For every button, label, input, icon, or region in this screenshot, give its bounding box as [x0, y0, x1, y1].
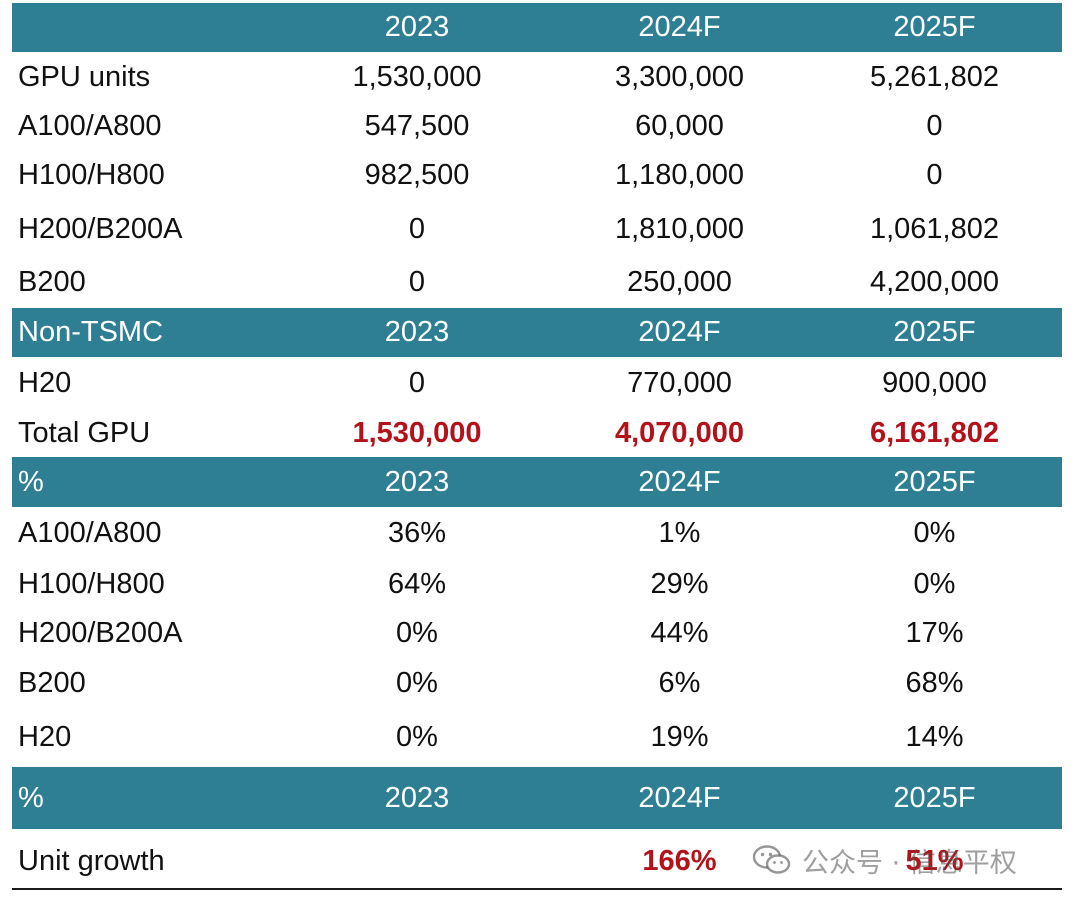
header-row-gpu-units: 2023 2024F 2025F — [12, 3, 1062, 52]
table-row: B200 0 250,000 4,200,000 — [12, 256, 1062, 308]
header-2024f: 2024F — [638, 11, 721, 43]
value-2024f: 44% — [650, 616, 709, 649]
total-2023: 1,530,000 — [352, 417, 482, 449]
row-label: H100/H800 — [18, 159, 165, 191]
table-row: A100/A800 36% 1% 0% — [12, 507, 1062, 560]
value-2024f: 60,000 — [635, 109, 724, 142]
value-2024f: 770,000 — [627, 367, 732, 399]
total-gpu-row: Total GPU 1,530,000 4,070,000 6,161,802 — [12, 410, 1062, 457]
table-row: H20 0% 19% 14% — [12, 708, 1062, 767]
header-2024f: 2024F — [638, 465, 721, 498]
table-row: H100/H800 982,500 1,180,000 0 — [12, 149, 1062, 202]
total-2025f: 6,161,802 — [869, 417, 999, 449]
value-2025f: 14% — [905, 721, 964, 753]
header-label: % — [18, 465, 44, 498]
value-2025f: 0% — [913, 517, 956, 549]
value-2025f: 68% — [905, 666, 964, 699]
header-label: Non-TSMC — [18, 316, 164, 348]
value-2023: 0% — [396, 616, 438, 649]
table-bottom-rule — [12, 888, 1062, 890]
value-2023: 982,500 — [364, 159, 470, 191]
value-2024f: 29% — [650, 567, 709, 600]
table-row: H20 0 770,000 900,000 — [12, 357, 1062, 410]
header-2023: 2023 — [384, 465, 450, 498]
value-2024f: 6% — [658, 666, 701, 699]
value-2025f: 0% — [913, 567, 956, 600]
value-2023: 547,500 — [364, 109, 470, 142]
value-2023: 1,530,000 — [352, 61, 482, 93]
table-row: H100/H800 64% 29% 0% — [12, 560, 1062, 608]
row-label: H100/H800 — [18, 567, 165, 600]
gpu-shipments-table: 2023 2024F 2025F GPU units 1,530,000 3,3… — [12, 3, 1062, 894]
header-2023: 2023 — [384, 11, 450, 43]
header-2024f: 2024F — [638, 781, 721, 814]
header-2023: 2023 — [384, 316, 450, 348]
row-label: Total GPU — [18, 417, 151, 449]
row-label: B200 — [18, 666, 86, 699]
row-label: H200/B200A — [18, 212, 183, 245]
row-label: B200 — [18, 265, 86, 298]
table-row: H200/B200A 0 1,810,000 1,061,802 — [12, 202, 1062, 256]
row-label: H20 — [18, 721, 72, 753]
table-row: B200 0% 6% 68% — [12, 658, 1062, 708]
table-row: A100/A800 547,500 60,000 0 — [12, 103, 1062, 149]
value-2023: 0 — [408, 367, 426, 399]
row-label: Unit growth — [18, 845, 165, 877]
row-label: H200/B200A — [18, 616, 183, 649]
value-2023: 0 — [408, 265, 426, 298]
value-2024f: 1,180,000 — [614, 159, 744, 191]
header-2025f: 2025F — [893, 781, 976, 814]
unit-growth-row: Unit growth 166% 51% — [12, 829, 1062, 894]
value-2024f: 1% — [658, 517, 701, 549]
value-2025f: 0 — [926, 159, 943, 191]
header-2025f: 2025F — [893, 11, 976, 43]
total-2024f: 4,070,000 — [614, 417, 744, 449]
value-2025f: 5,261,802 — [869, 61, 999, 93]
header-2024f: 2024F — [638, 316, 721, 348]
wechat-icon — [752, 845, 791, 874]
table-row: GPU units 1,530,000 3,300,000 5,261,802 — [12, 52, 1062, 103]
table-row: H200/B200A 0% 44% 17% — [12, 608, 1062, 658]
value-2025f: 900,000 — [882, 367, 987, 399]
value-2025f: 1,061,802 — [869, 212, 999, 245]
header-row-share-percent: % 2023 2024F 2025F — [12, 457, 1062, 507]
growth-2024f: 166% — [642, 845, 717, 877]
row-label: A100/A800 — [18, 109, 162, 142]
row-label: H20 — [18, 367, 72, 399]
row-label: GPU units — [18, 61, 151, 93]
header-2025f: 2025F — [893, 465, 976, 498]
value-2024f: 1,810,000 — [614, 212, 744, 245]
header-row-growth-percent: % 2023 2024F 2025F — [12, 767, 1062, 829]
value-2023: 0 — [408, 212, 426, 245]
header-2023: 2023 — [384, 781, 450, 814]
value-2024f: 19% — [650, 721, 709, 753]
growth-2025f: 51% — [905, 845, 964, 877]
header-2025f: 2025F — [893, 316, 976, 348]
value-2024f: 250,000 — [627, 265, 732, 298]
value-2025f: 17% — [905, 616, 964, 649]
value-2025f: 4,200,000 — [869, 265, 999, 298]
header-label: % — [18, 781, 44, 814]
value-2025f: 0 — [926, 109, 943, 142]
value-2023: 36% — [387, 517, 447, 549]
value-2023: 64% — [387, 567, 447, 600]
watermark: 公众号 · 信息平权 — [752, 842, 1017, 879]
watermark-text: 公众号 · 信息平权 — [802, 847, 1017, 879]
header-row-non-tsmc: Non-TSMC 2023 2024F 2025F — [12, 308, 1062, 357]
value-2023: 0% — [396, 721, 438, 753]
row-label: A100/A800 — [18, 517, 162, 549]
value-2024f: 3,300,000 — [614, 61, 744, 93]
value-2023: 0% — [396, 666, 438, 699]
